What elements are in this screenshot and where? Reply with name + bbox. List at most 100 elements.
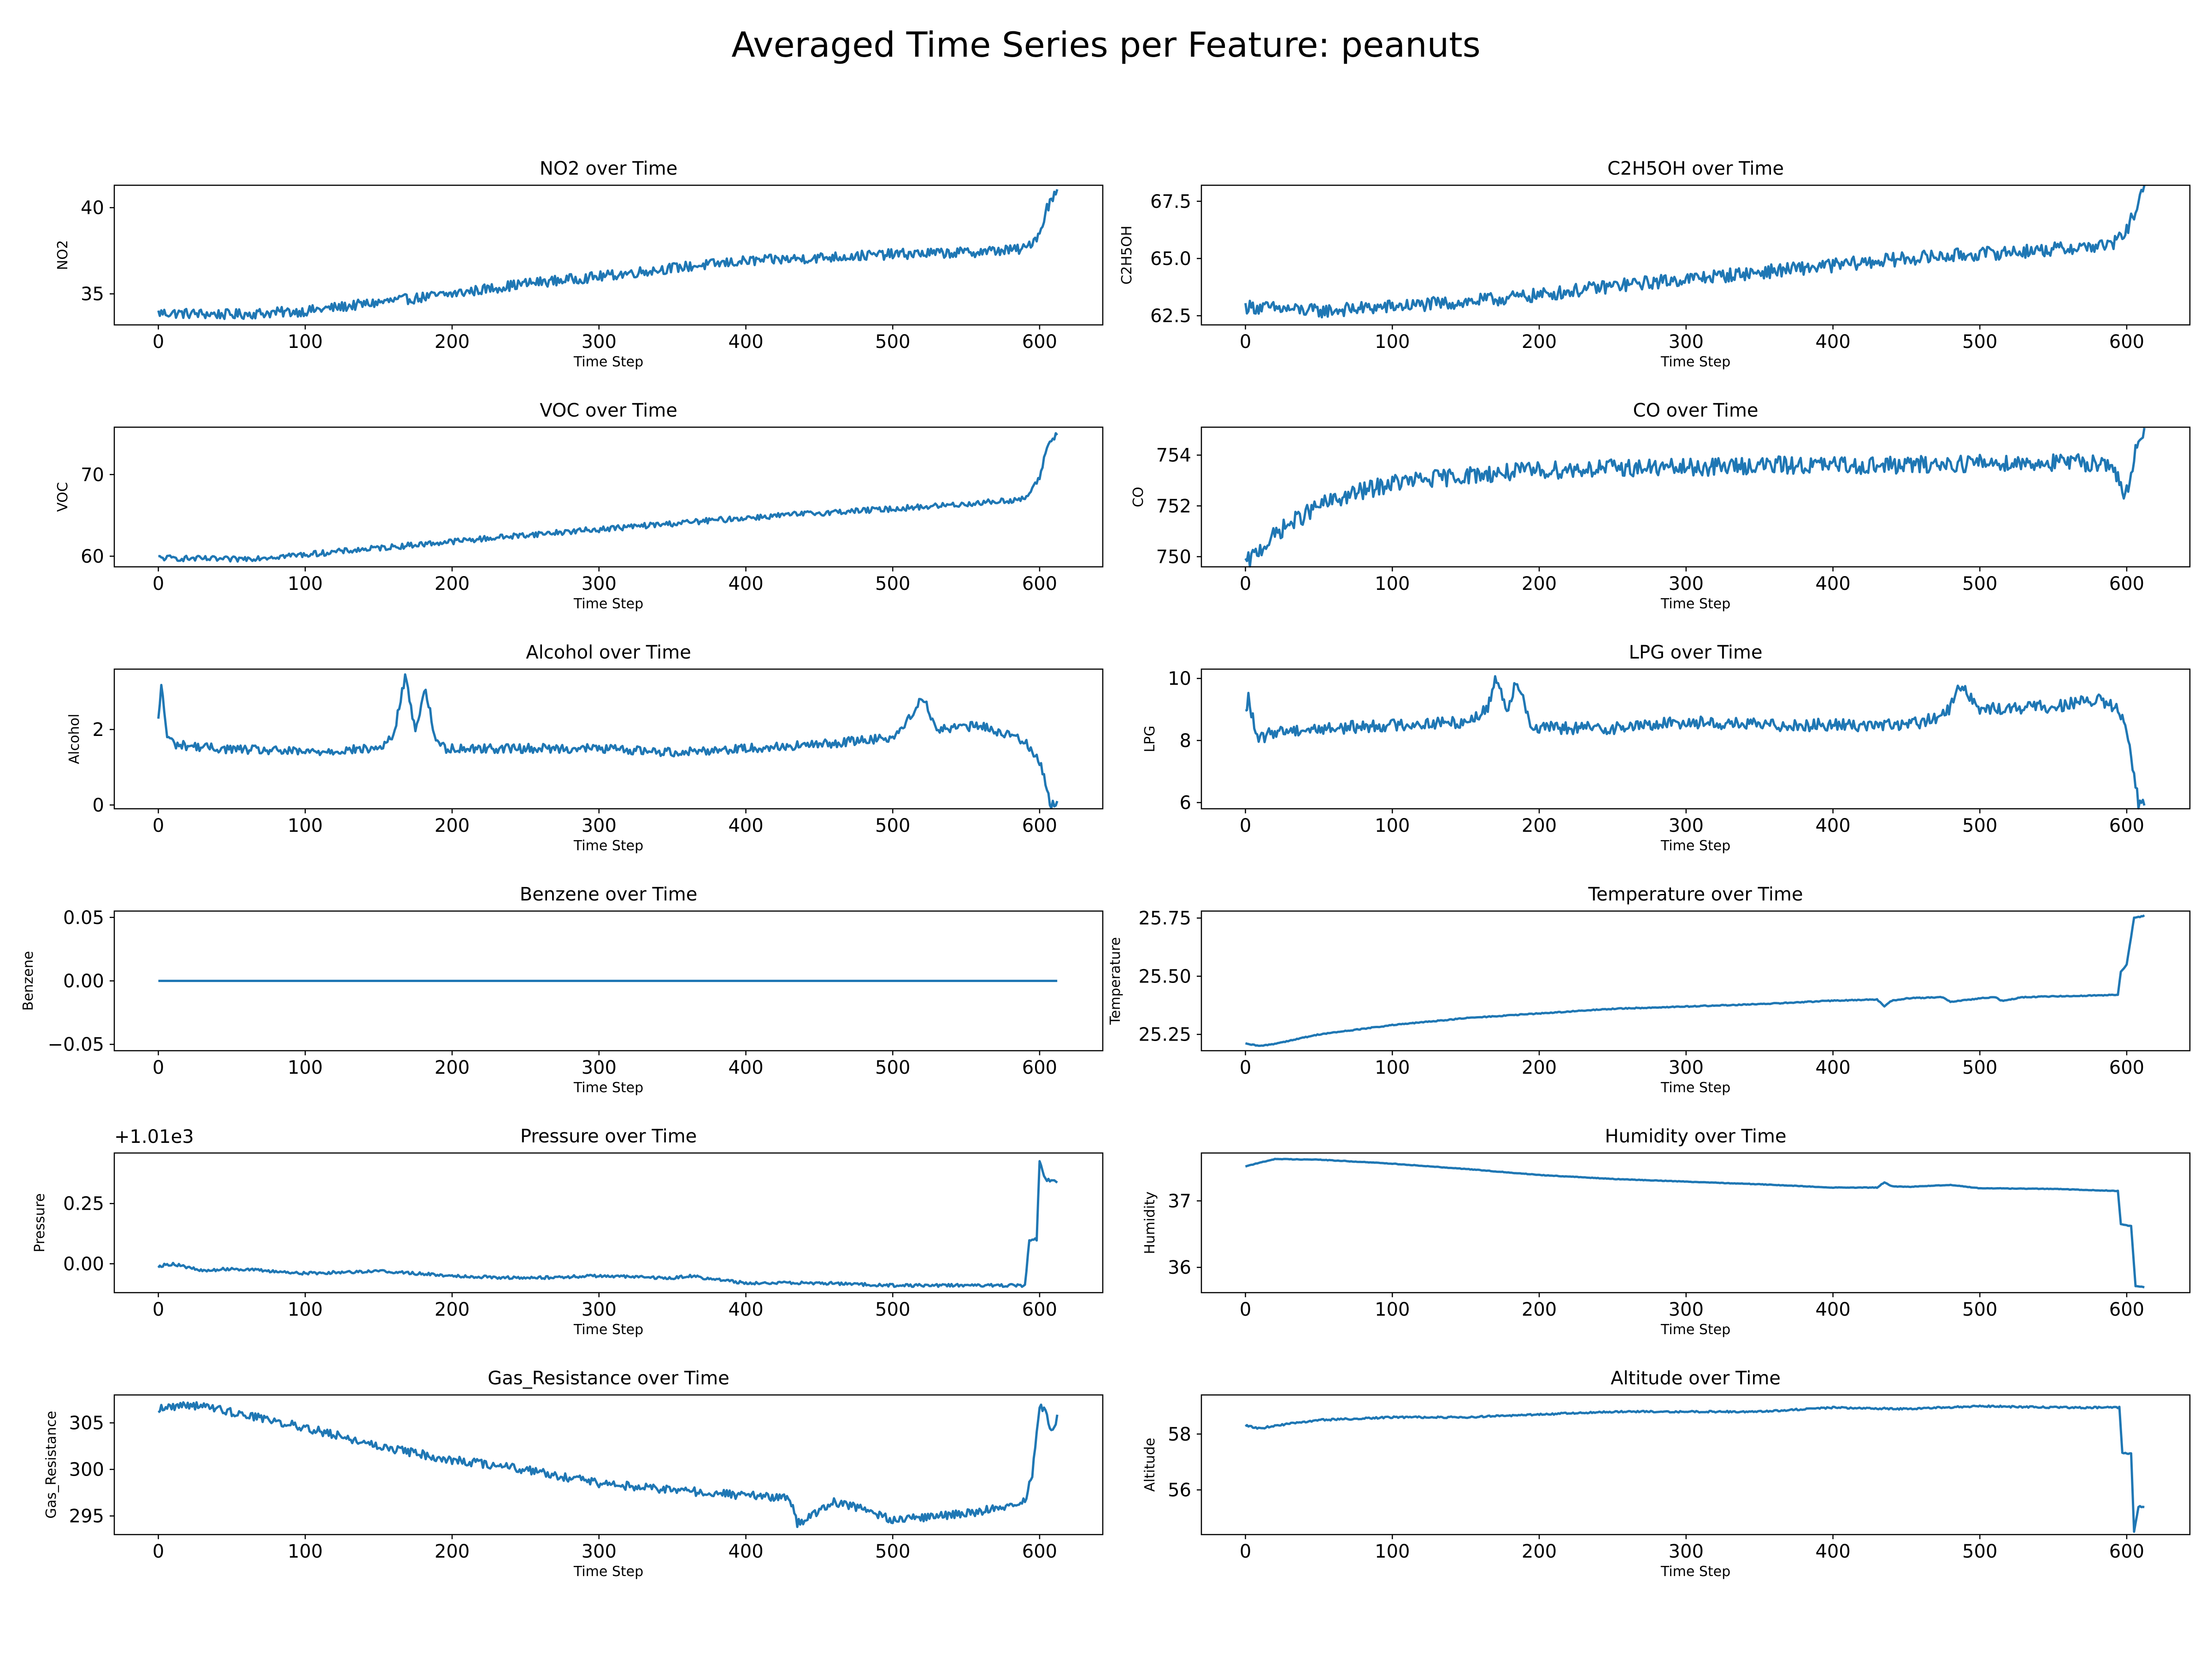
x-tick-label: 0 xyxy=(153,1541,164,1562)
y-tick-label: 295 xyxy=(69,1506,104,1527)
x-axis-label: Time Step xyxy=(1660,1322,1730,1338)
x-tick-label: 200 xyxy=(1522,331,1557,353)
x-tick-label: 400 xyxy=(1815,1057,1850,1078)
subplot-title: C2H5OH over Time xyxy=(1607,158,1784,179)
x-tick-label: 200 xyxy=(1522,1541,1557,1562)
y-tick-label: 58 xyxy=(1168,1424,1191,1445)
subplot: Pressure over Time 0 100 200 300 400 500 600 0.0… xyxy=(32,1126,1104,1338)
x-tick-label: 500 xyxy=(1962,1299,1997,1320)
subplot: Humidity over Time 0 100 200 300 400 500 600 36 3… xyxy=(1142,1126,2191,1338)
y-axis-label: Temperature xyxy=(1107,937,1124,1025)
x-tick-label: 300 xyxy=(1669,573,1704,594)
y-tick-label: 300 xyxy=(69,1459,104,1481)
x-tick-label: 0 xyxy=(1240,1541,1251,1562)
y-axis-label: Humidity xyxy=(1142,1191,1158,1254)
series-line xyxy=(157,673,1059,809)
subplot-title: Altitude over Time xyxy=(1611,1368,1781,1389)
x-tick-label: 600 xyxy=(1022,815,1057,836)
x-tick-label: 100 xyxy=(1375,1057,1410,1078)
series-line xyxy=(1244,428,2146,568)
axes-frame xyxy=(1200,1152,2191,1294)
x-tick-label: 300 xyxy=(582,1541,617,1562)
x-axis-label: Time Step xyxy=(573,1080,643,1096)
subplot: LPG over Time 0 100 200 300 400 500 600 6 8 10 Time… xyxy=(1142,642,2191,854)
x-tick-label: 400 xyxy=(728,1299,763,1320)
subplot: Alcohol over Time 0 100 200 300 400 500 600 0 2 Ti… xyxy=(66,642,1104,854)
y-tick-label: 0.25 xyxy=(63,1194,104,1215)
y-tick-label: 25.75 xyxy=(1138,908,1191,929)
x-tick-label: 300 xyxy=(1669,1057,1704,1078)
y-axis-label: Gas_Resistance xyxy=(43,1411,59,1519)
series-line xyxy=(1245,1158,2145,1288)
subplot: CO over Time 0 100 200 300 400 500 600 750 752 754… xyxy=(1130,400,2191,612)
x-tick-label: 400 xyxy=(1815,573,1850,594)
y-tick-label: 60 xyxy=(81,546,104,567)
x-tick-label: 400 xyxy=(728,573,763,594)
x-tick-label: 500 xyxy=(1962,331,1997,353)
x-tick-label: 600 xyxy=(2109,1541,2144,1562)
y-axis-label: C2H5OH xyxy=(1119,226,1135,285)
x-tick-label: 200 xyxy=(435,1057,470,1078)
x-tick-label: 0 xyxy=(1240,815,1251,836)
y-tick-label: 6 xyxy=(1180,793,1191,814)
series-line xyxy=(157,189,1059,320)
subplot-title: VOC over Time xyxy=(540,400,677,421)
x-tick-label: 400 xyxy=(1815,815,1850,836)
subplot-title: NO2 over Time xyxy=(540,158,677,179)
subplot-title: Humidity over Time xyxy=(1605,1126,1787,1147)
y-tick-label: 0.00 xyxy=(63,1253,104,1275)
y-tick-label: 750 xyxy=(1156,547,1191,568)
x-axis-label: Time Step xyxy=(573,1322,643,1338)
x-axis-label: Time Step xyxy=(573,838,643,854)
y-tick-label: 67.5 xyxy=(1150,191,1191,212)
axes-frame xyxy=(113,910,1104,1052)
x-tick-label: 300 xyxy=(582,1299,617,1320)
x-tick-label: 600 xyxy=(1022,1057,1057,1078)
x-tick-label: 300 xyxy=(582,573,617,594)
axes-frame xyxy=(1200,426,2191,568)
y-axis-label: Benzene xyxy=(20,951,36,1011)
x-tick-label: 100 xyxy=(288,573,323,594)
x-tick-label: 500 xyxy=(1962,1541,1997,1562)
x-tick-label: 300 xyxy=(1669,815,1704,836)
y-tick-label: 752 xyxy=(1156,496,1191,517)
x-tick-label: 200 xyxy=(1522,1299,1557,1320)
x-tick-label: 200 xyxy=(1522,1057,1557,1078)
x-tick-label: 400 xyxy=(728,815,763,836)
x-tick-label: 400 xyxy=(728,1057,763,1078)
x-tick-label: 100 xyxy=(288,1299,323,1320)
y-tick-label: 305 xyxy=(69,1413,104,1434)
x-tick-label: 100 xyxy=(1375,815,1410,836)
x-tick-label: 100 xyxy=(288,815,323,836)
axes-frame xyxy=(113,184,1104,326)
x-tick-label: 100 xyxy=(1375,1541,1410,1562)
subplot: C2H5OH over Time 0 100 200 300 400 500 600 62.5 6… xyxy=(1119,158,2191,370)
x-tick-label: 500 xyxy=(875,573,910,594)
subplot: Gas_Resistance over Time 0 100 200 300 400 500… xyxy=(43,1368,1104,1580)
y-tick-label: 2 xyxy=(93,719,104,741)
x-tick-label: 600 xyxy=(1022,1299,1057,1320)
x-tick-label: 500 xyxy=(875,331,910,353)
axes-frame xyxy=(1200,910,2191,1052)
series-line xyxy=(158,432,1059,563)
x-tick-label: 400 xyxy=(728,331,763,353)
axes-frame xyxy=(1200,1394,2191,1535)
figure-suptitle: Averaged Time Series per Feature: peanut… xyxy=(731,24,1481,65)
x-tick-label: 0 xyxy=(153,1057,164,1078)
series-line xyxy=(157,1160,1058,1288)
x-tick-label: 100 xyxy=(1375,1299,1410,1320)
x-tick-label: 400 xyxy=(1815,1541,1850,1562)
y-offset-label: +1.01e3 xyxy=(114,1126,194,1147)
subplot-title: LPG over Time xyxy=(1629,642,1763,663)
y-tick-label: 25.50 xyxy=(1138,966,1191,987)
x-tick-label: 500 xyxy=(875,1541,910,1562)
series-line xyxy=(158,1401,1059,1528)
x-axis-label: Time Step xyxy=(1660,838,1730,854)
x-tick-label: 0 xyxy=(1240,573,1251,594)
x-axis-label: Time Step xyxy=(1660,1080,1730,1096)
y-tick-label: 37 xyxy=(1168,1191,1191,1212)
x-tick-label: 100 xyxy=(288,331,323,353)
y-axis-label: Altitude xyxy=(1142,1438,1158,1492)
